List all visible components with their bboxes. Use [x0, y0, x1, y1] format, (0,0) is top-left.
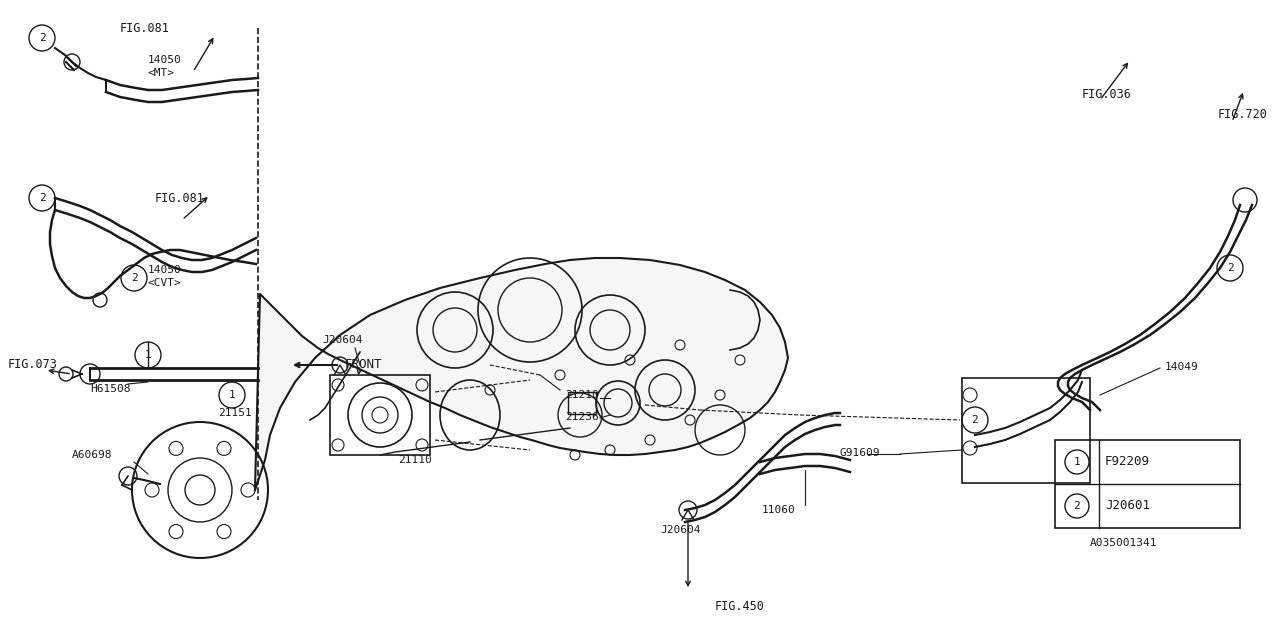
Text: 11060: 11060	[762, 505, 796, 515]
Text: 2: 2	[38, 193, 45, 203]
Text: <MT>: <MT>	[148, 68, 175, 78]
Text: 21236: 21236	[564, 412, 599, 422]
Text: A035001341: A035001341	[1091, 538, 1157, 548]
Text: 1: 1	[229, 390, 236, 400]
Text: 2: 2	[38, 33, 45, 43]
Text: J20604: J20604	[323, 335, 362, 345]
Text: 14049: 14049	[1165, 362, 1199, 372]
Text: F92209: F92209	[1105, 455, 1149, 468]
Text: 1: 1	[1074, 457, 1080, 467]
Text: 21151: 21151	[218, 408, 252, 418]
Text: FIG.450: FIG.450	[716, 600, 765, 613]
Text: A60698: A60698	[72, 450, 113, 460]
Text: J20604: J20604	[660, 525, 700, 535]
Bar	[1055, 440, 1240, 528]
Text: FIG.036: FIG.036	[1082, 88, 1132, 101]
Text: 2: 2	[131, 273, 137, 283]
Text: FIG.081: FIG.081	[155, 192, 205, 205]
Text: 21110: 21110	[398, 455, 431, 465]
Text: FRONT: FRONT	[346, 358, 383, 371]
Polygon shape	[255, 258, 788, 490]
Text: 2: 2	[1226, 263, 1234, 273]
Text: 2: 2	[972, 415, 978, 425]
Bar	[568, 392, 596, 414]
Text: 21210: 21210	[564, 390, 599, 400]
Text: FIG.073: FIG.073	[8, 358, 58, 371]
Text: <CVT>: <CVT>	[148, 278, 182, 288]
Bar	[963, 378, 1091, 483]
Text: 14050: 14050	[148, 265, 182, 275]
Text: FIG.720: FIG.720	[1219, 108, 1268, 121]
Bar	[330, 375, 430, 455]
Text: 14050: 14050	[148, 55, 182, 65]
Text: FIG.081: FIG.081	[120, 22, 170, 35]
Text: 1: 1	[145, 350, 151, 360]
Text: H61508: H61508	[90, 384, 131, 394]
Text: J20601: J20601	[1105, 499, 1149, 512]
Text: G91609: G91609	[840, 448, 881, 458]
Text: 2: 2	[1074, 501, 1080, 511]
